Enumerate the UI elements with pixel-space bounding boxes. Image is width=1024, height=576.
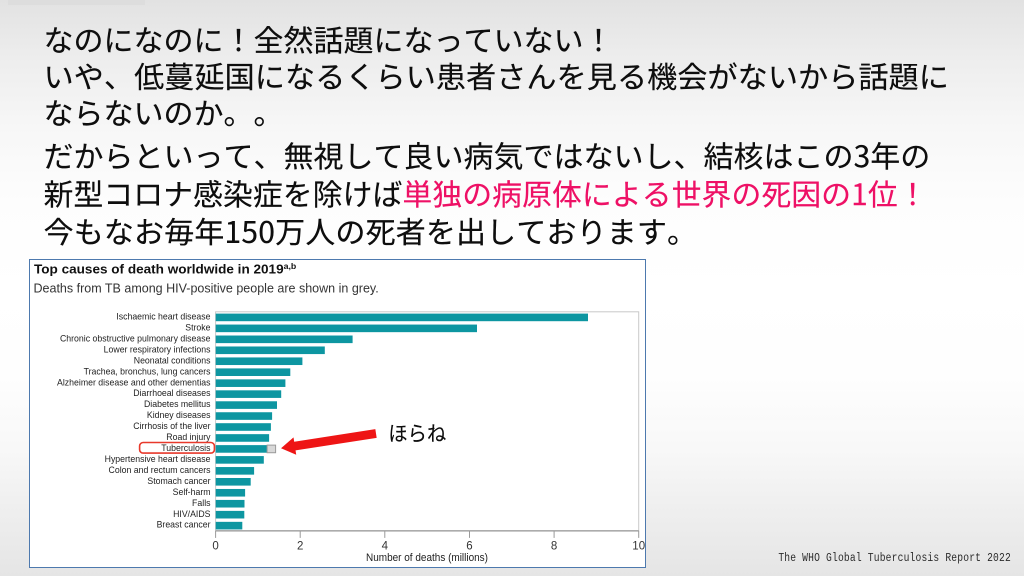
svg-text:Ischaemic heart disease: Ischaemic heart disease: [116, 311, 210, 321]
svg-text:4: 4: [382, 541, 389, 553]
svg-text:Falls: Falls: [192, 498, 211, 508]
svg-text:Hypertensive heart disease: Hypertensive heart disease: [105, 454, 211, 464]
svg-text:Colon and rectum cancers: Colon and rectum cancers: [109, 465, 211, 475]
svg-text:6: 6: [466, 541, 472, 553]
svg-text:Chronic obstructive pulmonary: Chronic obstructive pulmonary disease: [60, 333, 211, 343]
svg-text:Deaths from TB among HIV-posit: Deaths from TB among HIV-positive people…: [34, 280, 379, 295]
svg-text:Kidney diseases: Kidney diseases: [147, 410, 211, 420]
svg-text:Diabetes mellitus: Diabetes mellitus: [144, 399, 211, 409]
svg-text:Self-harm: Self-harm: [173, 487, 211, 497]
svg-text:Diarrhoeal diseases: Diarrhoeal diseases: [133, 388, 211, 398]
svg-text:Cirrhosis of the liver: Cirrhosis of the liver: [133, 421, 210, 431]
svg-text:Top causes of death worldwide: Top causes of death worldwide in 2019a,b: [34, 261, 296, 276]
svg-text:8: 8: [551, 541, 557, 553]
svg-text:2: 2: [297, 541, 303, 553]
svg-text:Number of deaths (millions): Number of deaths (millions): [366, 552, 488, 564]
svg-text:Lower respiratory infections: Lower respiratory infections: [104, 344, 211, 354]
svg-text:Neonatal conditions: Neonatal conditions: [134, 355, 211, 365]
svg-text:Trachea, bronchus, lung cancer: Trachea, bronchus, lung cancers: [84, 366, 211, 376]
svg-text:Tuberculosis: Tuberculosis: [161, 443, 211, 453]
svg-text:0: 0: [212, 541, 218, 553]
svg-text:Stroke: Stroke: [185, 322, 210, 332]
svg-text:Alzheimer disease and other de: Alzheimer disease and other dementias: [57, 377, 211, 387]
svg-text:Breast cancer: Breast cancer: [157, 520, 211, 530]
svg-text:10: 10: [632, 541, 645, 553]
svg-text:Road injury: Road injury: [166, 432, 211, 442]
svg-text:Stomach cancer: Stomach cancer: [147, 476, 210, 486]
svg-text:HIV/AIDS: HIV/AIDS: [173, 509, 210, 519]
